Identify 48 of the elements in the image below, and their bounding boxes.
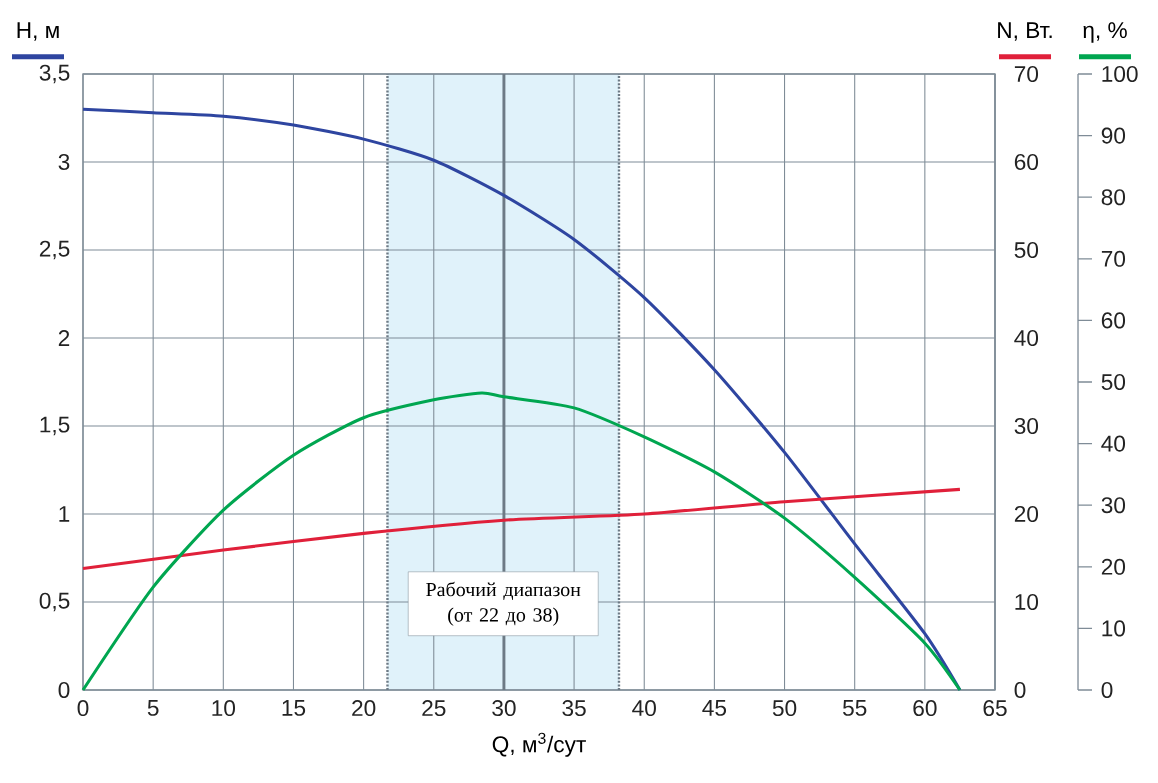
x-axis-title: Q, м$^{3}$/сут	[492, 732, 586, 757]
y3-tick-label: 70	[1101, 250, 1126, 267]
y-tick-label: 3	[58, 153, 70, 171]
y-tick-label: 1	[59, 506, 70, 522]
x-tick-label: 5	[147, 700, 159, 716]
y3-tick-label: 0	[1101, 681, 1113, 699]
y3-tick-label: 90	[1101, 127, 1126, 144]
x-tick-label: 20	[352, 700, 376, 717]
band-label: Рабочий диапазон (от 22 до 38)	[426, 581, 581, 626]
x-tick-label: 30	[492, 700, 516, 717]
x-tick-label: 10	[212, 700, 236, 717]
y-tick-label: 2,5	[39, 240, 70, 260]
y-tick-label: 3,5	[39, 64, 70, 84]
y-tick-label: 0	[58, 681, 70, 699]
y-axis-title: H, м	[17, 22, 59, 41]
x-tick-label: 0	[77, 700, 89, 717]
x-tick-label: 55	[842, 700, 867, 716]
y3-tick-label: 40	[1101, 435, 1126, 452]
line-series	[81, 391, 962, 692]
x-tick-label: 65	[983, 700, 1007, 717]
y2-tick-label: 70	[1014, 65, 1039, 83]
line-series	[81, 487, 962, 571]
y2-tick-label: 30	[1014, 417, 1039, 435]
y3-tick-label: 20	[1101, 558, 1126, 575]
y2-tick-label: 50	[1014, 241, 1039, 259]
y2-tick-label: 40	[1014, 329, 1039, 347]
y2-tick-label: 60	[1014, 153, 1039, 171]
y-tick-label: 1,5	[40, 416, 70, 436]
x-tick-label: 60	[913, 700, 937, 717]
y3-tick-label: 50	[1101, 373, 1126, 391]
x-tick-label: 40	[632, 700, 656, 717]
y2-tick-label: 20	[1014, 505, 1039, 523]
y2-tick-label: 10	[1015, 593, 1039, 611]
y3-tick-label: 10	[1102, 620, 1126, 637]
y2-axis-title: N, Вт.	[998, 22, 1052, 41]
y3-axis-title: η, %	[1083, 22, 1127, 43]
x-tick-label: 15	[282, 700, 306, 716]
x-tick-label: 25	[422, 700, 446, 717]
y3-tick-label: 100	[1102, 65, 1138, 83]
y3-tick-label: 30	[1101, 497, 1126, 514]
y-tick-label: 2	[58, 330, 70, 346]
y3-tick-label: 60	[1101, 312, 1126, 329]
y2-tick-label: 0	[1014, 681, 1026, 699]
y-tick-label: 0,5	[39, 592, 70, 612]
x-tick-label: 35	[562, 700, 586, 717]
x-tick-label: 50	[772, 700, 797, 717]
x-tick-label: 45	[702, 700, 727, 716]
y3-tick-label: 80	[1101, 189, 1126, 206]
